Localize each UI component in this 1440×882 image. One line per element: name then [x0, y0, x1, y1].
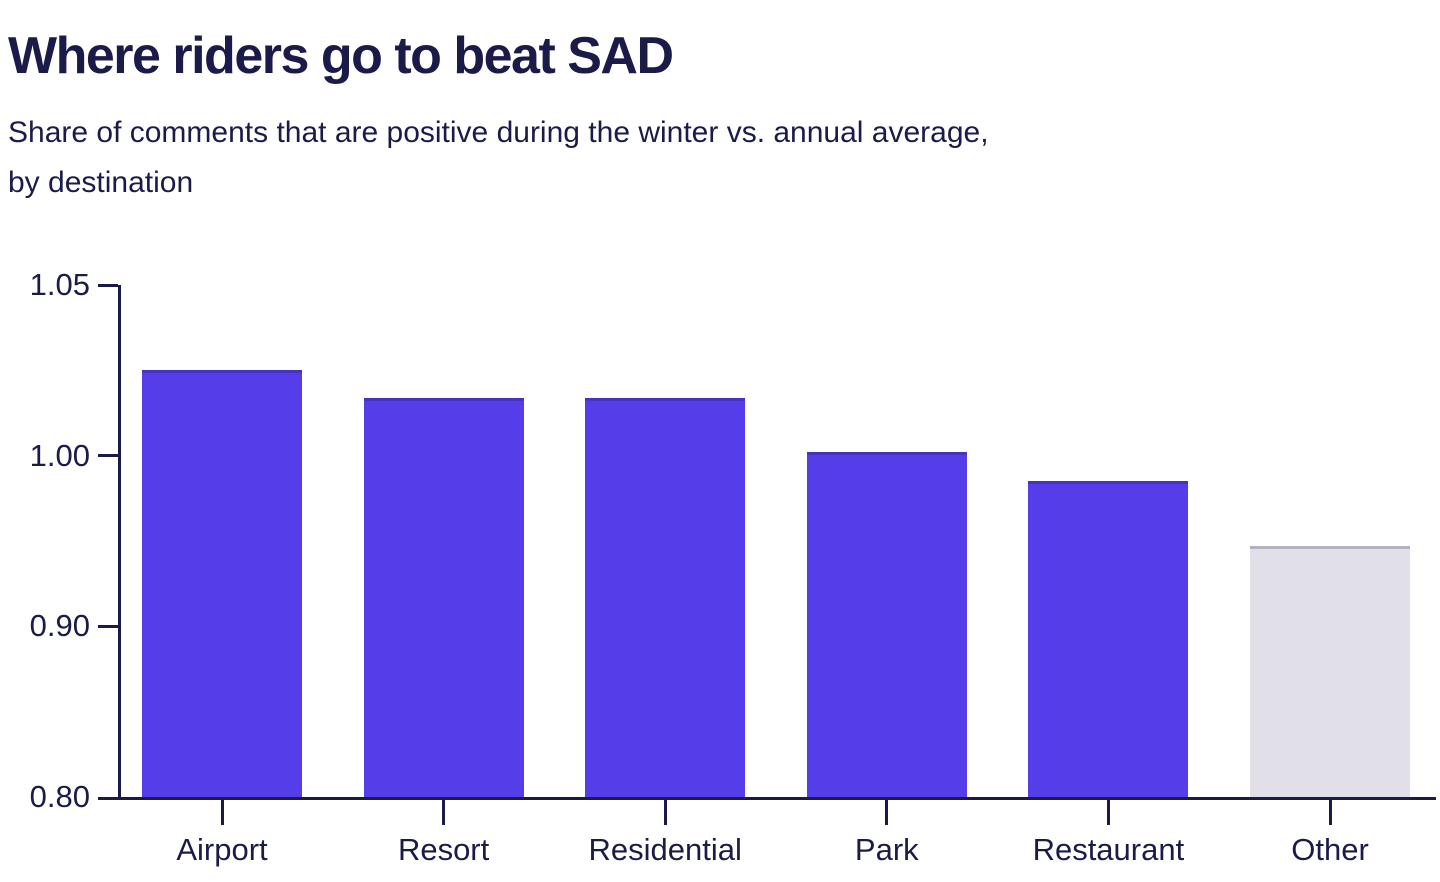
x-axis-label-airport: Airport — [176, 832, 268, 867]
y-axis-tick-label: 0.80 — [29, 779, 90, 814]
bar-other — [1250, 546, 1410, 800]
chart-subtitle-line-2: by destination — [8, 166, 194, 199]
bar-restaurant — [1028, 481, 1189, 800]
chart-subtitle: Share of comments that are positive duri… — [8, 108, 989, 208]
bar-park — [806, 452, 967, 800]
y-axis-tick-label: 1.05 — [29, 267, 90, 302]
bar-airport — [142, 370, 302, 800]
y-axis-tick — [98, 624, 118, 628]
x-axis-label-other: Other — [1291, 832, 1369, 867]
x-axis-tick — [1106, 800, 1110, 825]
bar-resort — [363, 397, 524, 800]
y-axis-tick-label: 1.00 — [29, 437, 90, 473]
y-axis-tick — [98, 283, 118, 287]
x-axis-line — [98, 797, 1436, 800]
x-axis-tick — [442, 800, 446, 825]
x-axis-label-restaurant: Restaurant — [1032, 832, 1185, 867]
bar-residential — [585, 397, 746, 800]
x-axis-tick — [1328, 800, 1332, 825]
chart-subtitle-line-1: Share of comments that are positive duri… — [8, 116, 989, 149]
y-axis-line — [118, 285, 121, 800]
x-axis-label-resort: Resort — [397, 832, 490, 867]
x-axis-tick — [663, 800, 667, 825]
x-axis-tick — [220, 800, 224, 825]
chart-title: Where riders go to beat SAD — [8, 27, 674, 85]
x-axis-label-residential: Residential — [588, 832, 742, 867]
x-axis-label-park: Park — [854, 832, 919, 867]
y-axis-tick-label: 0.90 — [29, 608, 90, 644]
x-axis-tick — [885, 800, 889, 825]
y-axis-tick — [98, 454, 118, 458]
